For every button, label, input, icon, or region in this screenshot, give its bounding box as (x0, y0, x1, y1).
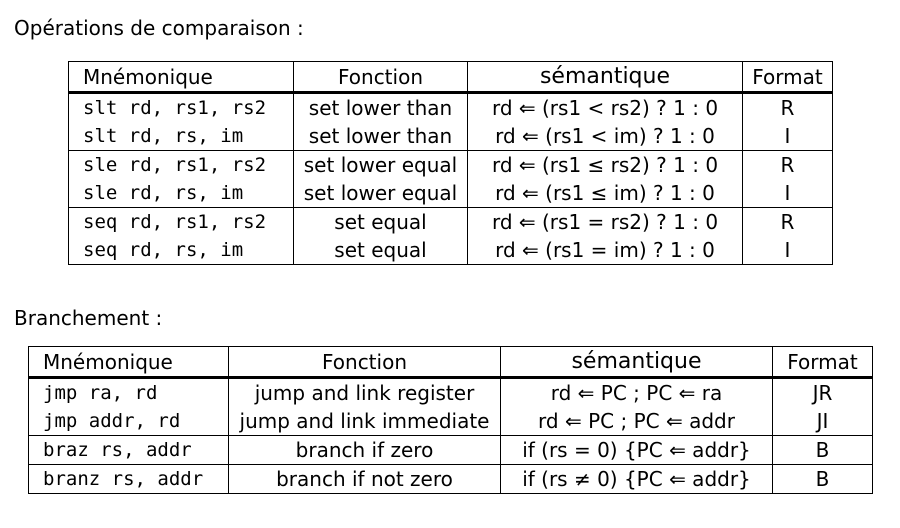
mnemonic-cell: sle rd, rs, im (68, 179, 294, 208)
header-function: Fonction (228, 346, 501, 379)
table-row: branz rs, addr branch if not zero if (rs… (28, 464, 873, 494)
semantics-cell: rd ⇐ (rs1 = im) ? 1 : 0 (467, 236, 743, 265)
format-cell: R (742, 207, 833, 236)
table-row: seq rd, rs1, rs2 set equal rd ⇐ (rs1 = r… (68, 207, 833, 236)
format-cell: B (772, 464, 873, 494)
mnemonic-cell: slt rd, rs, im (68, 122, 294, 151)
table-header-row: Mnémonique Fonction sémantique Format (68, 61, 833, 94)
format-cell: I (742, 122, 833, 151)
table-row: slt rd, rs1, rs2 set lower than rd ⇐ (rs… (68, 92, 833, 122)
format-cell: R (742, 150, 833, 179)
function-cell: branch if not zero (228, 464, 501, 494)
mnemonic-cell: jmp addr, rd (28, 407, 229, 436)
header-mnemonic: Mnémonique (68, 61, 294, 94)
mnemonic-cell: seq rd, rs1, rs2 (68, 207, 294, 236)
header-format: Format (742, 61, 833, 94)
function-cell: set lower equal (293, 150, 468, 179)
mnemonic-cell: seq rd, rs, im (68, 236, 294, 265)
mnemonic-cell: sle rd, rs1, rs2 (68, 150, 294, 179)
semantics-cell: rd ⇐ (rs1 ≤ im) ? 1 : 0 (467, 179, 743, 208)
function-cell: set lower equal (293, 179, 468, 208)
header-mnemonic: Mnémonique (28, 346, 229, 379)
semantics-cell: if (rs = 0) {PC ⇐ addr} (500, 435, 773, 465)
table-row: jmp addr, rd jump and link immediate rd … (28, 407, 873, 436)
table-row: slt rd, rs, im set lower than rd ⇐ (rs1 … (68, 122, 833, 151)
branch-table: Mnémonique Fonction sémantique Format jm… (28, 346, 873, 494)
format-cell: I (742, 179, 833, 208)
mnemonic-cell: slt rd, rs1, rs2 (68, 92, 294, 122)
function-cell: jump and link immediate (228, 407, 501, 436)
table-row: jmp ra, rd jump and link register rd ⇐ P… (28, 377, 873, 407)
function-cell: set lower than (293, 92, 468, 122)
header-format: Format (772, 346, 873, 379)
function-cell: set equal (293, 236, 468, 265)
mnemonic-cell: branz rs, addr (28, 464, 229, 494)
format-cell: R (742, 92, 833, 122)
semantics-cell: rd ⇐ PC ; PC ⇐ ra (500, 377, 773, 407)
semantics-cell: if (rs ≠ 0) {PC ⇐ addr} (500, 464, 773, 494)
format-cell: I (742, 236, 833, 265)
function-cell: jump and link register (228, 377, 501, 407)
mnemonic-cell: braz rs, addr (28, 435, 229, 465)
table-row: braz rs, addr branch if zero if (rs = 0)… (28, 435, 873, 465)
semantics-cell: rd ⇐ PC ; PC ⇐ addr (500, 407, 773, 436)
comparison-table: Mnémonique Fonction sémantique Format sl… (68, 61, 833, 265)
format-cell: JR (772, 377, 873, 407)
table-header-row: Mnémonique Fonction sémantique Format (28, 346, 873, 379)
table-row: seq rd, rs, im set equal rd ⇐ (rs1 = im)… (68, 236, 833, 265)
semantics-cell: rd ⇐ (rs1 = rs2) ? 1 : 0 (467, 207, 743, 236)
function-cell: branch if zero (228, 435, 501, 465)
mnemonic-cell: jmp ra, rd (28, 377, 229, 407)
semantics-cell: rd ⇐ (rs1 < rs2) ? 1 : 0 (467, 92, 743, 122)
header-semantics: sémantique (467, 61, 743, 94)
format-cell: JI (772, 407, 873, 436)
header-semantics: sémantique (500, 346, 773, 379)
comparison-section-title: Opérations de comparaison : (14, 16, 304, 40)
semantics-cell: rd ⇐ (rs1 ≤ rs2) ? 1 : 0 (467, 150, 743, 179)
function-cell: set lower than (293, 122, 468, 151)
function-cell: set equal (293, 207, 468, 236)
table-row: sle rd, rs1, rs2 set lower equal rd ⇐ (r… (68, 150, 833, 179)
header-function: Fonction (293, 61, 468, 94)
semantics-cell: rd ⇐ (rs1 < im) ? 1 : 0 (467, 122, 743, 151)
table-row: sle rd, rs, im set lower equal rd ⇐ (rs1… (68, 179, 833, 208)
branch-section-title: Branchement : (14, 306, 163, 330)
format-cell: B (772, 435, 873, 465)
